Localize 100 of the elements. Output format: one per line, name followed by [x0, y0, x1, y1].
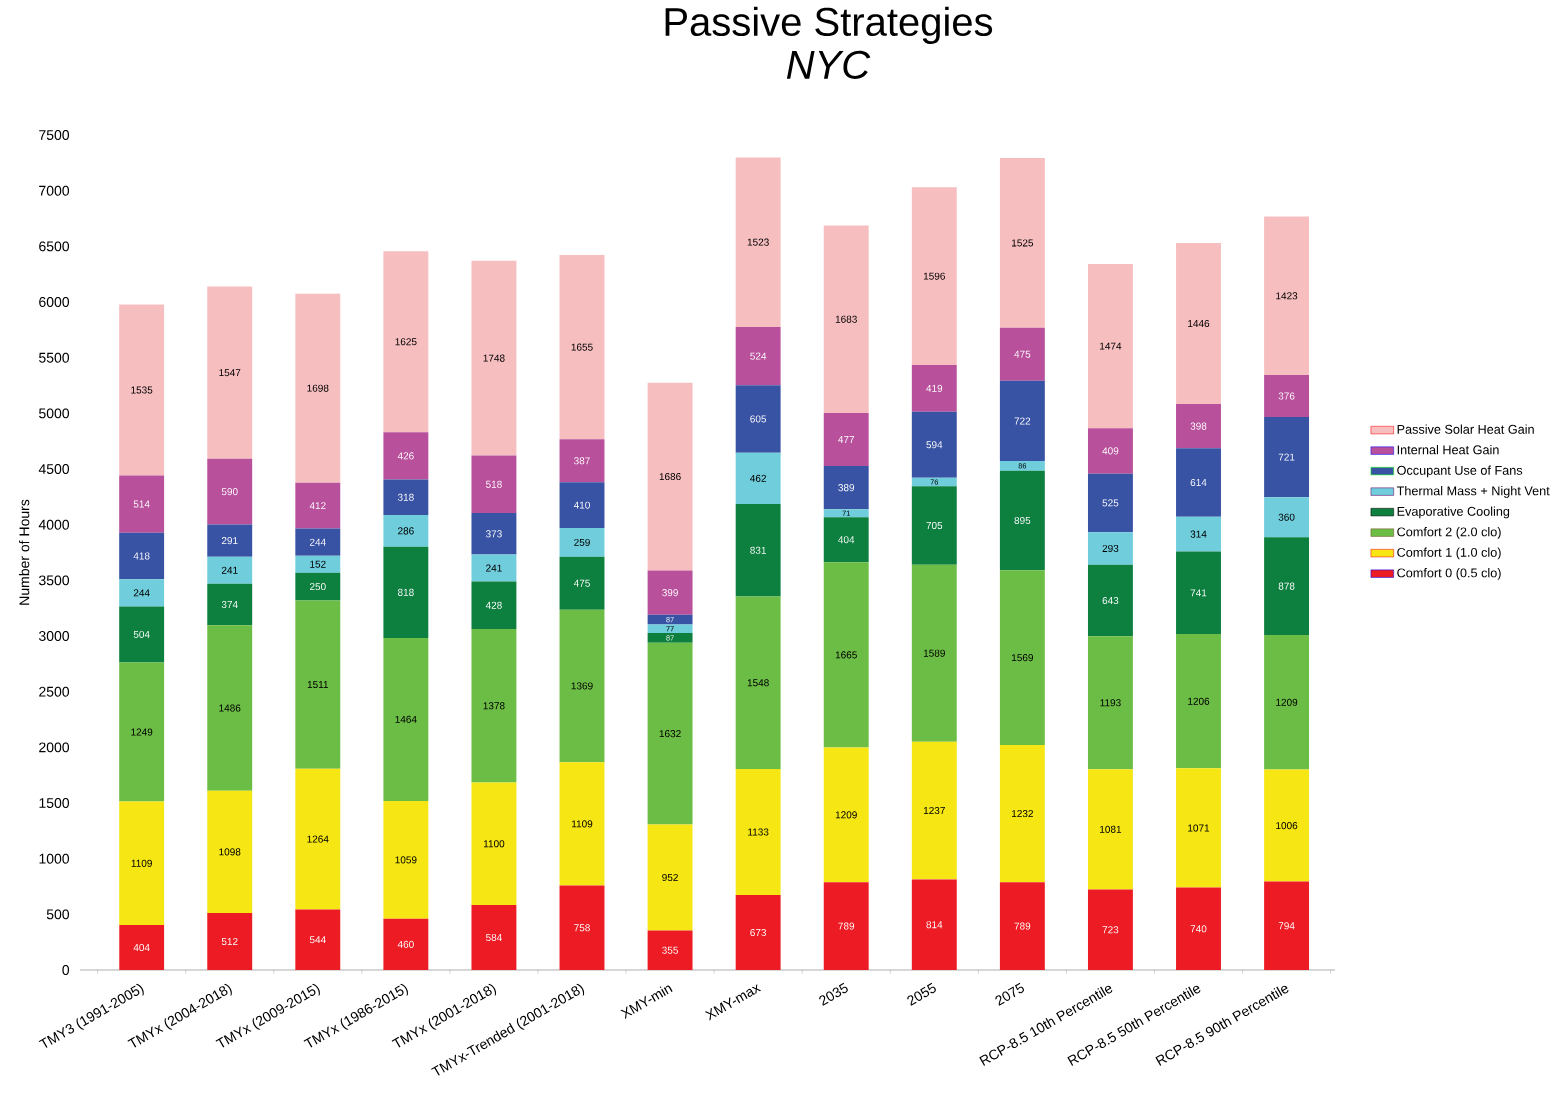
data-label: 1237: [923, 806, 945, 815]
data-label: 1109: [572, 820, 593, 828]
data-label: 387: [574, 457, 590, 465]
x-tick-label: 2055: [907, 982, 936, 1006]
bar: [999, 380, 1045, 462]
bar: [119, 925, 165, 970]
bar: [735, 452, 781, 505]
y-tick-label: 6500: [39, 241, 70, 252]
bar: [735, 768, 781, 896]
bar: [647, 614, 693, 625]
data-label: 1547: [219, 369, 241, 377]
y-tick-label: 1500: [39, 798, 70, 808]
bar: [119, 606, 165, 663]
bar: [383, 479, 429, 515]
bar: [647, 570, 693, 615]
data-label: 409: [1102, 447, 1119, 455]
bar: [647, 824, 693, 931]
y-tick-label: 6000: [39, 297, 70, 307]
data-label: 721: [1278, 453, 1295, 461]
y-tick-label: 5500: [39, 352, 70, 363]
bar: [119, 579, 165, 607]
data-label: 673: [750, 928, 767, 937]
bar: [999, 882, 1045, 970]
data-label: 314: [1190, 530, 1207, 538]
bar: [823, 562, 869, 748]
bar: [207, 625, 253, 791]
bar: [207, 286, 253, 459]
data-label: 504: [133, 630, 150, 638]
y-tick-label: 4000: [38, 519, 70, 530]
data-label: 1683: [835, 315, 857, 323]
bar: [999, 327, 1045, 381]
data-label: 831: [750, 546, 767, 554]
data-label: 584: [485, 933, 502, 942]
y-tick-label: 5000: [39, 408, 70, 419]
data-label: 952: [662, 873, 678, 882]
data-label: 544: [309, 936, 326, 944]
y-tick-label: 3000: [38, 631, 70, 641]
data-label: 524: [750, 352, 767, 360]
data-label: 418: [133, 552, 150, 560]
data-label: 794: [1278, 922, 1295, 930]
bar: [911, 187, 957, 366]
bar: [207, 583, 253, 626]
bar: [823, 225, 869, 413]
bar: [383, 514, 429, 547]
data-label: 1423: [1276, 292, 1298, 300]
bar: [1264, 216, 1310, 376]
bar: [119, 662, 165, 802]
bar: [823, 412, 869, 466]
data-label: 460: [397, 940, 414, 948]
bar: [559, 255, 605, 440]
bar: [999, 158, 1045, 328]
data-label: 1081: [1100, 825, 1122, 833]
data-label: 1133: [748, 828, 769, 836]
data-label: 1632: [659, 730, 681, 738]
data-label: 590: [221, 488, 238, 496]
bar: [1087, 264, 1133, 429]
legend-label: Evaporative Cooling: [1397, 506, 1510, 519]
data-label: 1446: [1188, 319, 1210, 328]
data-label: 1193: [1100, 699, 1121, 707]
data-label: 1665: [835, 651, 857, 659]
bar: [471, 782, 517, 905]
data-label: 360: [1278, 513, 1295, 521]
legend-label: Thermal Mass + Night Vent: [1396, 486, 1550, 498]
bar: [1176, 887, 1221, 970]
legend-label: Comfort 2 (2.0 clo): [1397, 527, 1501, 539]
data-label: 1209: [835, 811, 857, 819]
data-label: 293: [1102, 544, 1119, 552]
bar: [1264, 635, 1310, 770]
data-label: 1596: [923, 272, 945, 280]
data-label: 291: [221, 537, 238, 545]
data-label: 426: [397, 452, 414, 460]
bar: [471, 904, 517, 970]
data-label: 1535: [131, 386, 153, 394]
bar: [471, 455, 517, 514]
bar: [383, 546, 429, 638]
data-label: 412: [309, 502, 326, 510]
data-label: 475: [573, 579, 590, 587]
legend-label: Occupant Use of Fans: [1397, 465, 1523, 478]
data-label: 399: [662, 589, 678, 597]
data-label: 286: [398, 527, 414, 535]
bar: [559, 439, 605, 483]
bar: [1087, 473, 1133, 533]
bar: [1087, 428, 1133, 474]
bar: [1264, 497, 1310, 538]
data-label: 1486: [219, 704, 241, 712]
data-label: 705: [926, 521, 943, 530]
bar: [1264, 537, 1310, 635]
bar: [1264, 375, 1310, 417]
data-label: 1206: [1188, 697, 1210, 705]
bar: [647, 624, 693, 634]
bar: [647, 642, 693, 825]
bar: [823, 747, 869, 883]
bar: [735, 504, 781, 597]
data-label: 318: [397, 493, 414, 501]
bar: [999, 470, 1045, 571]
data-label: 373: [485, 530, 502, 538]
data-label: 1525: [1011, 239, 1034, 247]
bar: [999, 461, 1045, 471]
bar: [911, 741, 957, 880]
bar: [295, 909, 341, 970]
